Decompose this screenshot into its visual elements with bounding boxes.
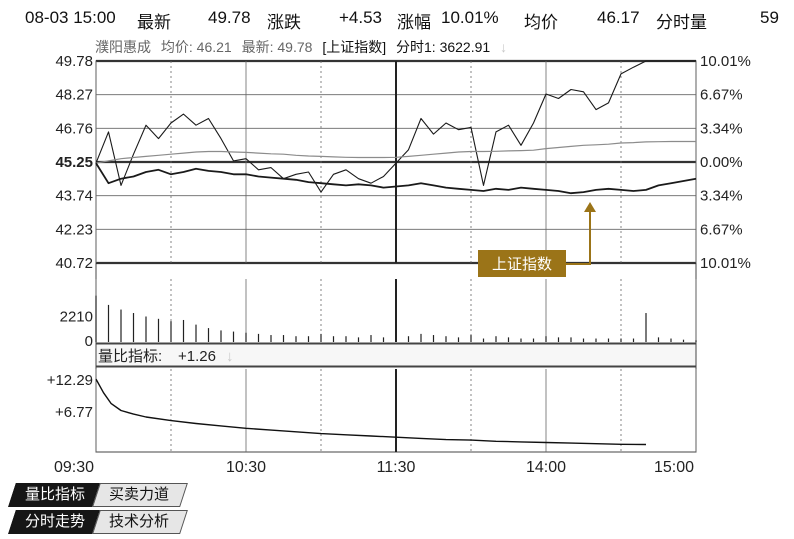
price-tick-label: 46.76 [55, 120, 93, 137]
stock-name: 濮阳惠成 [95, 39, 151, 55]
tab-active-0[interactable]: 分时走势 [8, 510, 104, 534]
time-tick-label: 09:30 [54, 459, 94, 476]
down-arrow-icon: ↓ [226, 348, 234, 365]
minute-volume-label: 分时量 [656, 13, 707, 32]
index-annotation-box [478, 250, 566, 277]
view-tab-bar: 分时走势 技术分析 [8, 510, 188, 534]
percent-tick-label: 10.01% [700, 255, 751, 272]
index-line [95, 162, 697, 195]
down-arrow-icon: ↓ [500, 39, 508, 55]
average-price-label: 均价 [524, 13, 558, 32]
indicator-header-bar [95, 343, 697, 367]
price-tick-label: 48.27 [55, 87, 93, 104]
indicator-tab-bar: 量比指标 买卖力道 [8, 483, 188, 507]
indicator-name: 量比指标: [98, 348, 162, 365]
chart-subheader: 濮阳惠成 均价: 46.21 最新: 49.78 [上证指数] 分时1: 362… [95, 37, 513, 55]
index-annotation-label: 上证指数 [492, 256, 552, 273]
price-line [95, 60, 696, 193]
tab-label: 分时走势 [25, 513, 86, 530]
subheader-average: 均价: 46.21 [160, 39, 232, 55]
index-line-value: 分时1: 3622.91 [396, 39, 491, 55]
minute-volume-value: 59 [760, 8, 779, 27]
percent-tick-label: 3.34% [700, 188, 743, 205]
change-label: 涨跌 [267, 13, 301, 32]
percent-tick-label: 3.34% [700, 120, 743, 137]
indicator-tick-label: +6.77 [55, 404, 93, 421]
volume-tick-label: 0 [85, 333, 93, 350]
tab-label: 技术分析 [109, 513, 170, 530]
subheader-last: 最新: 49.78 [241, 39, 313, 55]
change-percent-value: 10.01% [441, 8, 499, 27]
change-percent-label: 涨幅 [397, 13, 431, 32]
percent-tick-label: 6.67% [700, 87, 743, 104]
time-tick-label: 14:00 [526, 459, 566, 476]
price-tick-label: 42.23 [55, 221, 93, 238]
intraday-chart[interactable]: 49.78 10.01% 48.27 6.67% 46.76 3.34% 45.25 0.00… [0, 0, 794, 480]
annotation-leader-line [566, 210, 591, 265]
last-price-value: 49.78 [208, 8, 251, 27]
price-tick-label: 43.74 [55, 188, 93, 205]
price-tick-label: 49.78 [55, 53, 93, 70]
time-tick-label: 10:30 [226, 459, 266, 476]
quote-time: 08-03 15:00 [25, 8, 116, 27]
time-tick-label: 11:30 [377, 459, 416, 476]
price-tick-label: 45.25 [55, 154, 93, 171]
volume-ratio-line [95, 378, 647, 446]
indicator-value: +1.26 [178, 348, 216, 365]
indicator-tick-label: +12.29 [47, 372, 93, 389]
percent-tick-label: 10.01% [700, 53, 751, 70]
index-selector[interactable]: [上证指数] [322, 39, 387, 55]
price-tick-label: 40.72 [55, 255, 93, 272]
change-value: +4.53 [339, 8, 383, 27]
average-line [95, 140, 696, 164]
last-price-label: 最新 [137, 13, 171, 32]
tab-label: 买卖力道 [109, 486, 170, 503]
tab-label: 量比指标 [25, 486, 86, 503]
volume-tick-label: 2210 [60, 308, 93, 325]
time-tick-label: 15:00 [654, 459, 694, 476]
tab-inactive-1[interactable]: 买卖力道 [92, 483, 188, 507]
average-price-value: 46.17 [597, 8, 640, 27]
percent-tick-label: 6.67% [700, 221, 743, 238]
up-arrow-icon [584, 202, 596, 212]
tab-inactive-1[interactable]: 技术分析 [92, 510, 188, 534]
tab-active-0[interactable]: 量比指标 [8, 483, 104, 507]
percent-tick-label: 0.00% [700, 154, 743, 171]
quote-header: 08-03 15:00 最新 49.78 涨跌 +4.53 涨幅 10.01% … [0, 0, 794, 34]
